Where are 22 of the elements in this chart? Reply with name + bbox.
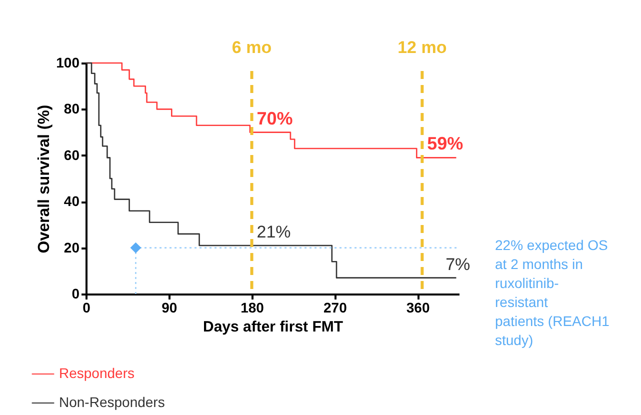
x-tick-label: 180 (240, 300, 264, 316)
legend-label: Responders (59, 365, 134, 381)
y-axis-title: Overall survival (%) (36, 104, 54, 254)
x-tick-label: 0 (82, 300, 91, 316)
y-tick-label: 100 (56, 54, 80, 70)
legend-label: Non-Responders (59, 394, 165, 410)
annotation: 21% (256, 222, 291, 242)
x-tick-label: 270 (323, 300, 348, 316)
x-axis-title: Days after first FMT (202, 318, 344, 336)
annotation: 7% (446, 254, 470, 274)
annotation: 70% (256, 108, 293, 128)
y-tick-label: 40 (64, 193, 80, 210)
text: 22% expected OS at 2 months in ruxolitinib-resistant patients (REACH1 study) (495, 237, 610, 348)
y-tick-label: 20 (64, 239, 80, 256)
y-tick-label: 0 (72, 286, 80, 302)
annotation: 59% (427, 134, 464, 154)
ref-line-label: 6 mo (232, 38, 272, 57)
x-tick-label: 90 (162, 300, 178, 316)
y-tick-label: 80 (64, 100, 80, 117)
ref-line-label: 12 mo (398, 38, 447, 57)
y-tick-label: 60 (64, 146, 80, 163)
x-tick-label: 360 (406, 300, 430, 316)
